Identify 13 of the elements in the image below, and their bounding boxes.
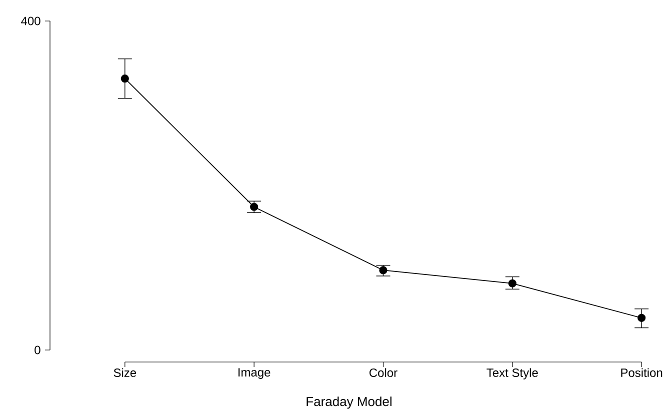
point xyxy=(508,279,516,288)
point xyxy=(638,314,646,322)
y-tick-label: 0 xyxy=(34,346,40,354)
x-tick-label: Image xyxy=(238,368,270,379)
x-tick-label: Color xyxy=(370,368,398,378)
point xyxy=(379,266,388,274)
y-tick-label: 400 xyxy=(21,16,40,26)
point xyxy=(250,202,258,211)
point xyxy=(120,74,129,83)
x-axis-title: Faraday Model xyxy=(306,396,392,409)
x-tick-label: Text Style xyxy=(486,368,538,380)
x-tick-label: Position xyxy=(621,368,662,378)
x-tick-label: Size xyxy=(114,368,136,378)
